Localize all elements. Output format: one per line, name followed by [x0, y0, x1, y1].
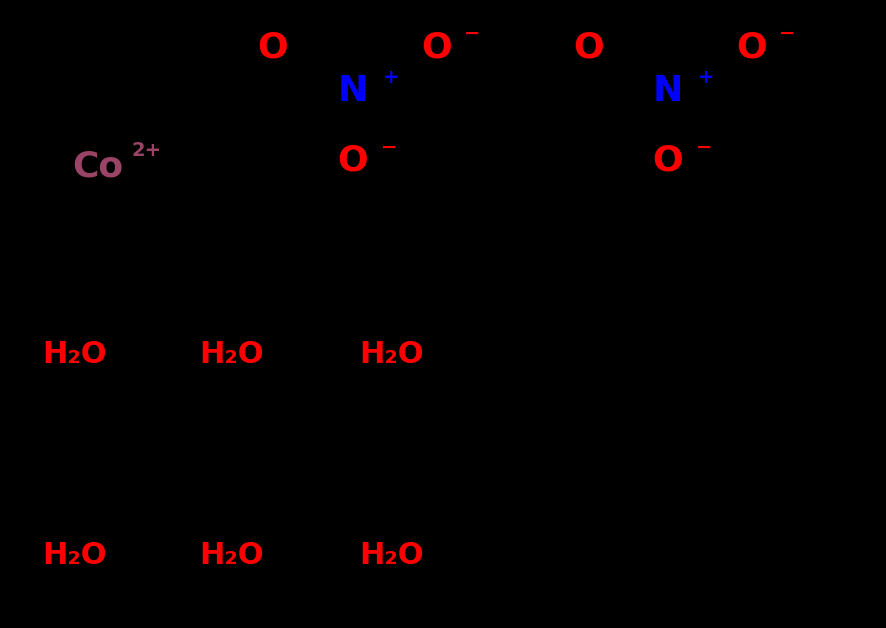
Text: H₂O: H₂O [43, 340, 107, 369]
Text: N: N [653, 74, 683, 108]
Text: H₂O: H₂O [199, 340, 264, 369]
Text: O: O [338, 143, 368, 177]
Text: H₂O: H₂O [43, 541, 107, 570]
Text: −: − [779, 24, 795, 43]
Text: +: + [383, 68, 400, 87]
Text: Co: Co [73, 149, 124, 183]
Text: −: − [381, 138, 397, 156]
Text: O: O [422, 30, 452, 64]
Text: O: O [736, 30, 766, 64]
Text: H₂O: H₂O [359, 541, 424, 570]
Text: +: + [698, 68, 715, 87]
Text: O: O [573, 30, 603, 64]
Text: H₂O: H₂O [199, 541, 264, 570]
Text: O: O [653, 143, 683, 177]
Text: H₂O: H₂O [359, 340, 424, 369]
Text: −: − [464, 24, 480, 43]
Text: O: O [258, 30, 288, 64]
Text: −: − [696, 138, 712, 156]
Text: 2+: 2+ [131, 141, 161, 160]
Text: N: N [338, 74, 368, 108]
